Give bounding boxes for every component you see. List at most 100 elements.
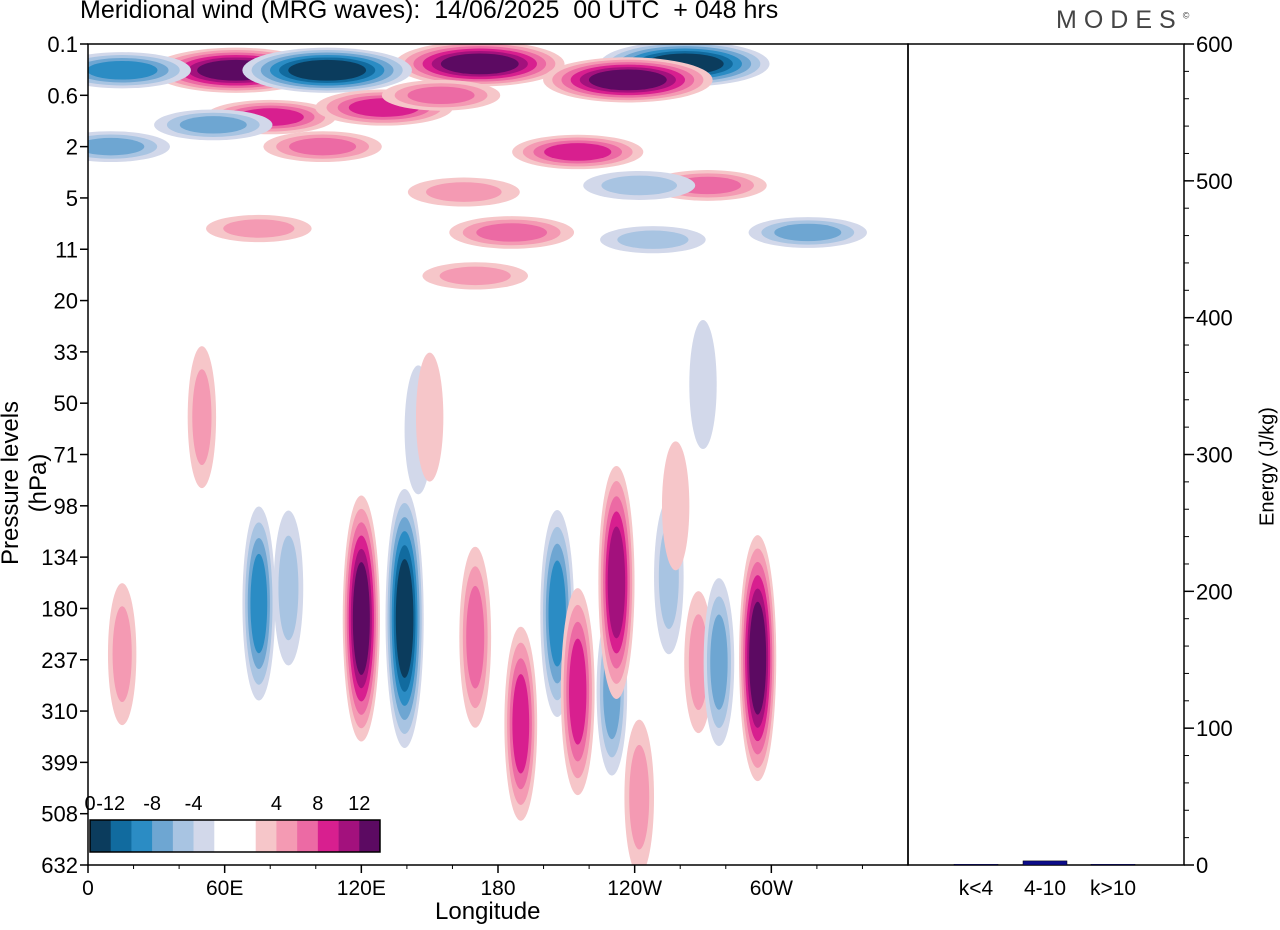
contour-band: [288, 59, 367, 81]
wind-anomaly-cell-18: [206, 214, 312, 243]
contour-band: [352, 562, 370, 675]
contour-band: [88, 60, 158, 80]
wind-anomaly-cell-11: [263, 131, 382, 163]
x-tick-label: 180: [480, 877, 515, 900]
colorbar-swatch: [90, 820, 112, 852]
y-tick-label: 71: [54, 443, 78, 468]
contour-band: [749, 601, 767, 715]
wind-anomaly-cell-41: [689, 320, 717, 450]
contour-band: [179, 116, 247, 134]
contour-band: [774, 223, 842, 242]
wind-anomaly-cell-16: [583, 170, 696, 200]
contour-band: [601, 175, 678, 196]
y-tick-label: 0.1: [47, 32, 78, 57]
longitude-axis: 0 60E 120E 180 120W 60W: [82, 865, 863, 900]
colorbar-swatch: [193, 820, 215, 852]
y-tick-label: 5: [66, 186, 78, 211]
wind-anomaly-cell-19: [600, 226, 706, 254]
colorbar-swatch: [110, 820, 132, 852]
wind-anomaly-cell-38: [415, 352, 444, 482]
energy-category-label: k<4: [959, 877, 994, 900]
energy-bar-0: [953, 864, 999, 866]
contour-band: [588, 69, 667, 91]
colorbar-swatch: [235, 820, 257, 852]
contour-band: [439, 266, 511, 286]
colorbar-swatch: [317, 820, 339, 852]
y-tick-label: 237: [41, 648, 78, 673]
colorbar-swatch: [255, 820, 277, 852]
y-tick-label: 98: [54, 494, 78, 519]
x-tick-label: 120W: [607, 877, 662, 900]
wind-anomaly-cell-27: [504, 626, 538, 821]
contour-band: [407, 86, 475, 105]
energy-bar-2: [1090, 864, 1136, 866]
x-tick-label: 60E: [206, 877, 243, 900]
contour-band: [415, 352, 444, 482]
colorbar-swatch: [172, 820, 194, 852]
x-tick-label: 120E: [337, 877, 386, 900]
energy-tick-label: 400: [1196, 306, 1233, 331]
colorbar-label: 4: [271, 793, 282, 815]
y-tick-label: 180: [41, 596, 78, 621]
wind-anomaly-cell-10: [88, 131, 170, 163]
energy-panel-frame: [907, 43, 1185, 866]
contour-band: [278, 535, 299, 641]
wind-anomaly-cell-36: [739, 535, 777, 782]
contour-band: [569, 638, 587, 745]
contour-band: [710, 614, 728, 710]
contour-band: [466, 585, 485, 689]
energy-axis-label: Energy (J/kg): [1256, 407, 1279, 526]
y-tick-label: 20: [54, 289, 78, 314]
wind-anomaly-cell-8: [381, 79, 501, 111]
wind-anomaly-cell-12: [512, 134, 644, 170]
contour-band: [223, 219, 295, 238]
colorbar-swatch: [338, 820, 360, 852]
colorbar-frame: [89, 819, 381, 853]
contour-band: [112, 606, 132, 703]
wind-anomaly-cell-14: [407, 177, 520, 207]
y-tick-label: 310: [41, 699, 78, 724]
wind-anomaly-cell-33: [624, 719, 655, 865]
wind-anomaly-cell-17: [748, 217, 867, 248]
wind-anomaly-cell-4: [242, 47, 412, 93]
y-tick-label: 0.6: [47, 83, 78, 108]
y-tick-label: 134: [41, 545, 78, 570]
wind-anomaly-cell-9: [154, 109, 273, 141]
colorbar-swatch: [131, 820, 153, 852]
contour-band: [548, 560, 566, 667]
colorbar-swatch: [152, 820, 174, 852]
energy-category-label: k>10: [1090, 877, 1136, 900]
contour-band: [88, 137, 145, 156]
contour-band: [661, 441, 690, 571]
colorbar-label: -8: [143, 793, 161, 815]
energy-bar-1: [1022, 860, 1068, 866]
energy-tick-label: 500: [1196, 169, 1233, 194]
modes-logo: MODES©: [1056, 6, 1190, 34]
y-axis-label: Pressure levels (hPa): [0, 400, 52, 566]
wind-anomaly-cell-23: [273, 510, 304, 666]
page-title: Meridional wind (MRG waves): 14/06/2025 …: [80, 0, 779, 24]
wind-anomaly-cell-31: [598, 465, 635, 699]
wind-anomaly-cell-5: [88, 52, 191, 89]
contour-band: [476, 223, 548, 242]
x-tick-label: 0: [82, 877, 94, 900]
contour-band: [440, 53, 519, 75]
contour-band: [289, 137, 357, 156]
pressure-axis: 0.1 0.6 2 5 11 20 33 50 71 98 134 180 237 310 399 508 63…: [41, 32, 88, 878]
energy-bar-chart: 0 100 200 300 400 500 600 k<4 4-10 k>10: [953, 32, 1233, 900]
x-axis-label: Longitude: [435, 898, 541, 925]
contour-band: [629, 744, 650, 850]
contour-band: [688, 614, 709, 711]
wind-anomaly-cell-40: [422, 262, 529, 290]
energy-tick-label: 300: [1196, 443, 1233, 468]
wind-anomaly-cell-37: [187, 346, 217, 489]
energy-tick-label: 200: [1196, 579, 1233, 604]
wind-anomaly-cell-22: [242, 506, 276, 701]
y-tick-label: 632: [41, 853, 78, 878]
contour-band: [192, 369, 212, 466]
colorbar-label: -4: [185, 793, 203, 815]
colorbar-swatch: [214, 820, 236, 852]
contour-band: [544, 143, 612, 161]
energy-tick-label: 100: [1196, 716, 1233, 741]
colorbar-swatch: [276, 820, 298, 852]
